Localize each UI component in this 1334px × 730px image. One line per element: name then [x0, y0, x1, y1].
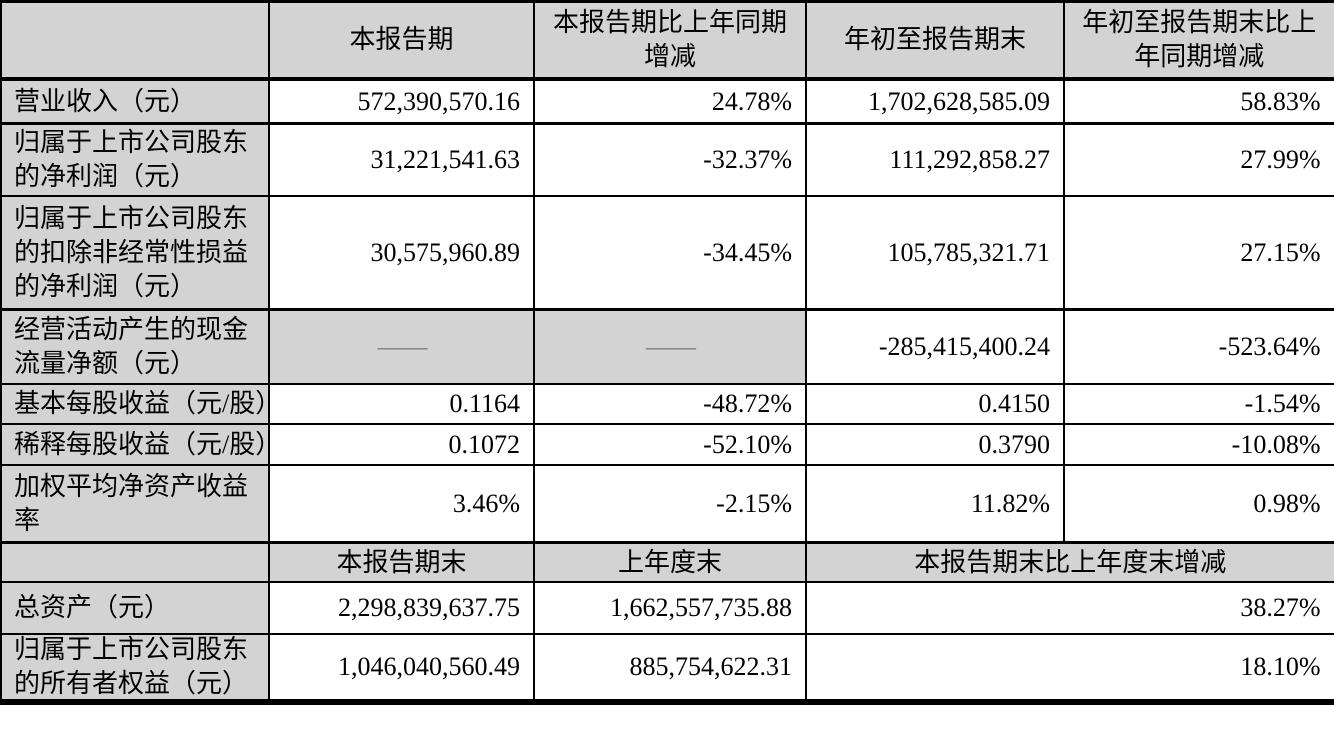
cell-ytd-value: 111,292,858.27 [805, 122, 1065, 197]
header-ytd-yoy-change: 年初至报告期末比上 年同期增减 [1063, 0, 1334, 81]
cell-ytd-value: 0.4150 [805, 383, 1065, 425]
cell-current-value: 572,390,570.16 [268, 78, 535, 125]
cell-current-change: -32.37% [533, 122, 807, 197]
header-corner-cell [0, 0, 270, 81]
header-current-period: 本报告期 [268, 0, 535, 81]
header2-corner-cell [0, 541, 270, 583]
cell-period-end-value: 1,046,040,560.49 [268, 633, 535, 703]
cell-current-value: 3.46% [268, 464, 535, 544]
cell-current-value: 0.1072 [268, 423, 535, 466]
cell-ytd-change: -523.64% [1063, 308, 1334, 385]
header-current-period-yoy-change: 本报告期比上年同期 增减 [533, 0, 807, 81]
cell-ytd-value: 0.3790 [805, 423, 1065, 466]
row-label: 归属于上市公司股东 的所有者权益（元） [0, 633, 270, 703]
row-total-assets: 总资产（元） 2,298,839,637.75 1,662,557,735.88… [0, 581, 1334, 635]
row-operating-revenue: 营业收入（元） 572,390,570.16 24.78% 1,702,628,… [0, 78, 1334, 125]
row-label: 营业收入（元） [0, 78, 270, 125]
cell-ytd-value: -285,415,400.24 [805, 308, 1065, 385]
cell-current-value: 31,221,541.63 [268, 122, 535, 197]
cell-current-change: -52.10% [533, 423, 807, 466]
cell-current-value: 0.1164 [268, 383, 535, 425]
row-basic-eps: 基本每股收益（元/股） 0.1164 -48.72% 0.4150 -1.54% [0, 383, 1334, 425]
cell-ytd-value: 11.82% [805, 464, 1065, 544]
cell-prior-year-end-value: 885,754,622.31 [533, 633, 807, 703]
row-net-profit-excl-nonrecurring: 归属于上市公司股东 的扣除非经常性损益 的净利润（元） 30,575,960.8… [0, 195, 1334, 311]
row-label: 归属于上市公司股东 的净利润（元） [0, 122, 270, 197]
key-financials-table: 本报告期 本报告期比上年同期 增减 年初至报告期末 年初至报告期末比上 年同期增… [0, 0, 1334, 705]
row-label: 加权平均净资产收益 率 [0, 464, 270, 544]
cell-prior-year-end-value: 1,662,557,735.88 [533, 581, 807, 635]
row-operating-cash-flow: 经营活动产生的现金 流量净额（元） —— —— -285,415,400.24 … [0, 308, 1334, 385]
row-label: 归属于上市公司股东 的扣除非经常性损益 的净利润（元） [0, 195, 270, 311]
row-label: 基本每股收益（元/股） [0, 383, 270, 425]
row-label: 稀释每股收益（元/股） [0, 423, 270, 466]
cell-ytd-value: 105,785,321.71 [805, 195, 1065, 311]
cell-ytd-change: 27.99% [1063, 122, 1334, 197]
row-equity-attributable: 归属于上市公司股东 的所有者权益（元） 1,046,040,560.49 885… [0, 633, 1334, 703]
header-row-period-end: 本报告期末 上年度末 本报告期末比上年度末增减 [0, 541, 1334, 583]
header-row-period: 本报告期 本报告期比上年同期 增减 年初至报告期末 年初至报告期末比上 年同期增… [0, 0, 1334, 81]
cell-current-value-dash: —— [268, 308, 535, 385]
cell-ytd-change: -1.54% [1063, 383, 1334, 425]
cell-period-end-change: 18.10% [805, 633, 1334, 703]
row-weighted-avg-roe: 加权平均净资产收益 率 3.46% -2.15% 11.82% 0.98% [0, 464, 1334, 544]
cell-ytd-value: 1,702,628,585.09 [805, 78, 1065, 125]
cell-current-change: -48.72% [533, 383, 807, 425]
cell-current-change-dash: —— [533, 308, 807, 385]
cell-ytd-change: 0.98% [1063, 464, 1334, 544]
header-period-end-change: 本报告期末比上年度末增减 [805, 541, 1334, 583]
cell-current-change: -34.45% [533, 195, 807, 311]
header-prior-year-end: 上年度末 [533, 541, 807, 583]
cell-period-end-change: 38.27% [805, 581, 1334, 635]
row-label: 经营活动产生的现金 流量净额（元） [0, 308, 270, 385]
cell-ytd-change: -10.08% [1063, 423, 1334, 466]
cell-current-change: -2.15% [533, 464, 807, 544]
cell-ytd-change: 58.83% [1063, 78, 1334, 125]
cell-ytd-change: 27.15% [1063, 195, 1334, 311]
header-ytd-period: 年初至报告期末 [805, 0, 1065, 81]
row-label: 总资产（元） [0, 581, 270, 635]
cell-current-change: 24.78% [533, 78, 807, 125]
cell-current-value: 30,575,960.89 [268, 195, 535, 311]
row-diluted-eps: 稀释每股收益（元/股） 0.1072 -52.10% 0.3790 -10.08… [0, 423, 1334, 466]
cell-period-end-value: 2,298,839,637.75 [268, 581, 535, 635]
header-period-end: 本报告期末 [268, 541, 535, 583]
row-net-profit-attributable: 归属于上市公司股东 的净利润（元） 31,221,541.63 -32.37% … [0, 122, 1334, 197]
